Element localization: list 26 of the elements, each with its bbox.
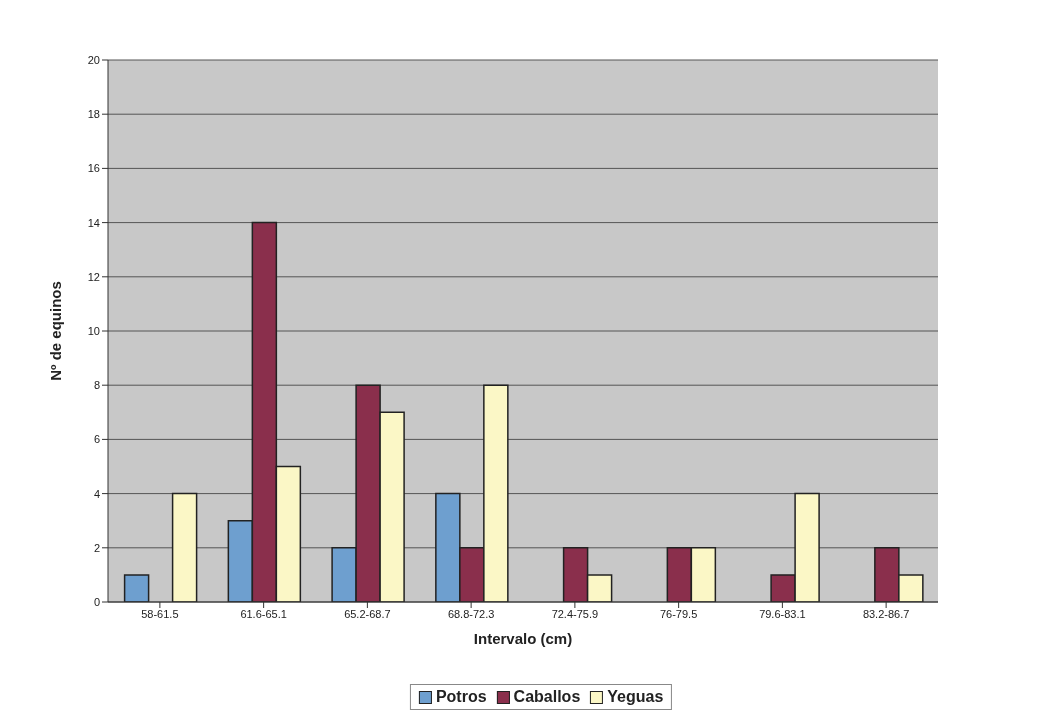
y-tick-label: 12 (87, 270, 100, 283)
y-tick-label: 16 (87, 162, 100, 175)
legend-label: Yeguas (607, 688, 664, 706)
y-tick-label: 4 (93, 487, 100, 500)
y-tick-label: 10 (87, 324, 100, 337)
y-tick-label: 14 (87, 216, 100, 229)
y-tick-label: 8 (93, 379, 100, 392)
x-tick-label: 65.2-68.7 (344, 607, 391, 620)
y-tick-label: 0 (93, 595, 100, 608)
x-tick-label: 79.6-83.1 (759, 607, 806, 620)
x-tick-label: 68.8-72.3 (447, 607, 495, 620)
x-tick-label: 76-79.5 (659, 607, 698, 620)
bar (123, 574, 150, 602)
x-tick-label: 72.4-75.9 (551, 607, 599, 620)
legend-label: Potros (435, 688, 487, 706)
y-tick-label: 2 (93, 541, 100, 554)
y-tick-label: 18 (87, 108, 100, 121)
x-axis-title: Intervalo (cm) (473, 630, 573, 647)
y-tick-label: 6 (93, 433, 100, 446)
bar (171, 492, 198, 602)
y-axis-title: Nº de equinos (47, 281, 65, 381)
x-tick-label: 61.6-65.1 (240, 607, 287, 620)
x-tick-label: 83.2-86.7 (862, 607, 910, 620)
y-tick-label: 20 (87, 53, 100, 66)
x-tick-label: 58-61.5 (141, 607, 179, 620)
legend-label: Caballos (513, 688, 581, 706)
